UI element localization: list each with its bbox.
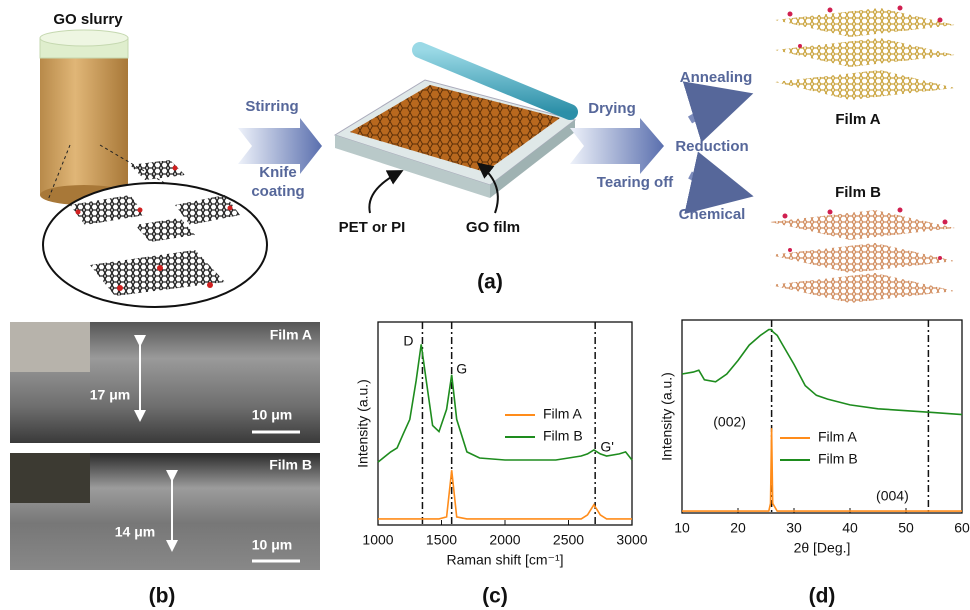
x-axis-label: Raman shift [cm⁻¹]	[446, 552, 563, 568]
plot-frame	[378, 322, 632, 525]
substrate-label: PET or PI	[339, 219, 406, 236]
jar-cap-top	[40, 30, 128, 46]
annotation-label: (004)	[876, 488, 909, 504]
film-a-stack	[775, 6, 955, 101]
film-b-stack	[770, 208, 955, 304]
step-label: Tearing off	[597, 174, 674, 191]
photo-inset	[10, 322, 90, 372]
annotation-label: (002)	[713, 414, 746, 430]
x-tick-label: 3000	[616, 532, 647, 548]
go-sheet	[130, 160, 185, 180]
step-label: Reduction	[675, 138, 748, 155]
figure: GO slurry Stirring Knife coating PET or …	[0, 0, 970, 610]
y-axis-label: Intensity (a.u.)	[355, 379, 371, 468]
x-tick-label: 1500	[426, 532, 457, 548]
panel-label: (d)	[809, 585, 836, 608]
branch-arrow	[690, 98, 738, 120]
x-tick-label: 20	[730, 520, 746, 536]
step-label: Annealing	[680, 69, 753, 86]
step-label: Chemical	[679, 206, 746, 223]
legend-label: Film B	[818, 451, 858, 467]
x-tick-label: 2500	[553, 532, 584, 548]
process-arrow	[570, 118, 664, 174]
series-line	[378, 344, 632, 462]
slurry-title: GO slurry	[53, 11, 123, 28]
step-label: Knife	[259, 164, 297, 181]
film-label: Film B	[835, 184, 881, 201]
film-label: GO film	[466, 219, 520, 236]
panel-b: 17 μm Film A 10 μm 14 μm Film B 10 μm (b…	[10, 322, 320, 608]
step-label: Drying	[588, 100, 636, 117]
panel-label: (a)	[477, 271, 503, 294]
x-tick-label: 2000	[489, 532, 520, 548]
series-line	[682, 330, 962, 415]
jar	[40, 55, 128, 195]
annotation-label: G'	[600, 439, 614, 455]
legend-label: Film A	[818, 429, 858, 445]
x-axis-label: 2θ [Deg.]	[794, 540, 851, 556]
x-tick-label: 40	[842, 520, 858, 536]
annotation-label: D	[403, 333, 413, 349]
x-tick-label: 1000	[362, 532, 393, 548]
legend-label: Film A	[543, 406, 583, 422]
thickness-label: 14 μm	[115, 524, 155, 540]
x-tick-label: 10	[674, 520, 690, 536]
scale-label: 10 μm	[252, 407, 292, 423]
branch-arrow	[690, 175, 738, 193]
y-axis-label: Intensity (a.u.)	[659, 372, 675, 461]
film-label: Film B	[269, 457, 312, 473]
panel-a: GO slurry Stirring Knife coating PET or …	[40, 6, 955, 308]
film-label: Film A	[270, 327, 312, 343]
legend-label: Film B	[543, 428, 583, 444]
pointer-arrow	[369, 172, 400, 213]
scale-label: 10 μm	[252, 537, 292, 553]
panel-label: (b)	[149, 585, 176, 608]
x-tick-label: 60	[954, 520, 970, 536]
step-label: coating	[251, 183, 304, 200]
step-label: Stirring	[245, 98, 298, 115]
series-line	[378, 470, 632, 519]
annotation-label: G	[456, 361, 467, 377]
x-tick-label: 30	[786, 520, 802, 536]
thickness-label: 17 μm	[90, 387, 130, 403]
x-tick-label: 50	[898, 520, 914, 536]
photo-inset	[10, 453, 90, 503]
panel-label: (c)	[482, 585, 508, 608]
film-label: Film A	[835, 111, 880, 128]
